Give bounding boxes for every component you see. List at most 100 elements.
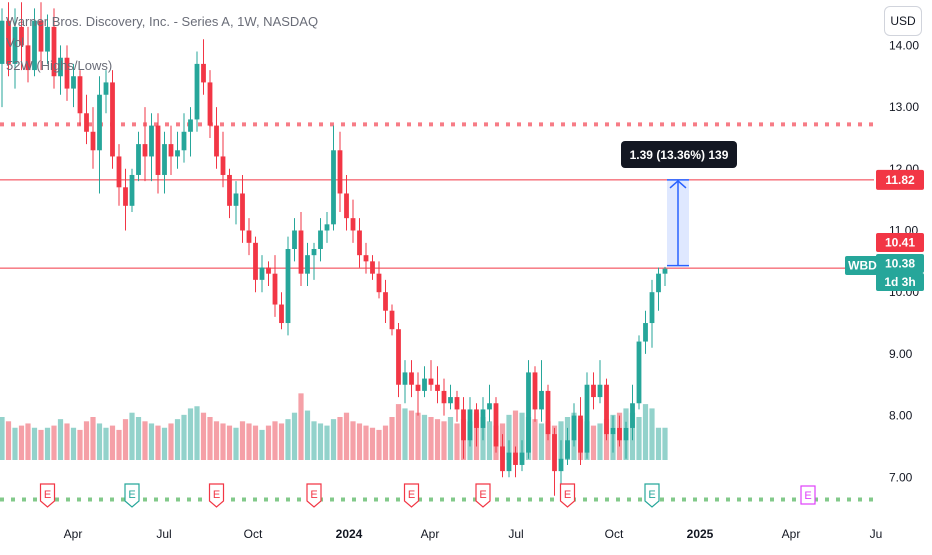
earnings-marker[interactable] xyxy=(559,483,576,508)
volume-indicator-label[interactable]: Vol xyxy=(6,35,24,50)
volume-bar xyxy=(350,421,356,460)
time-tick-label: Jul xyxy=(508,527,523,541)
earnings-marker[interactable] xyxy=(403,483,420,508)
volume-bar xyxy=(207,417,213,460)
candle-body xyxy=(272,273,278,305)
earnings-marker-label: E xyxy=(479,489,486,501)
candle-body xyxy=(649,292,655,324)
volume-bar xyxy=(649,408,655,460)
candle-body xyxy=(630,403,635,428)
candle-body xyxy=(194,63,200,120)
candle-body xyxy=(266,267,271,274)
candle-body xyxy=(181,131,187,151)
volume-bar xyxy=(317,423,324,460)
volume-bar xyxy=(239,421,246,460)
earnings-marker[interactable] xyxy=(644,483,660,508)
price-tick-label: 9.00 xyxy=(889,347,913,361)
time-tick-label: Oct xyxy=(244,527,263,541)
highs-lows-indicator-label[interactable]: 52W (Highs/Lows) xyxy=(6,58,112,73)
volume-bar xyxy=(96,423,103,460)
earnings-marker[interactable] xyxy=(208,483,225,508)
candle-body xyxy=(58,57,63,77)
candle-body xyxy=(12,26,18,64)
volume-bar xyxy=(506,414,512,460)
candle-body xyxy=(110,82,115,157)
candle-body xyxy=(207,82,213,126)
candle-body xyxy=(389,310,395,330)
candle-body xyxy=(623,427,629,441)
volume-bar xyxy=(25,423,31,460)
time-tick-label: 2024 xyxy=(336,527,363,541)
earnings-marker-label: E xyxy=(128,489,135,501)
candle-body xyxy=(604,384,609,435)
volume-bar xyxy=(278,423,285,460)
candle-body xyxy=(19,26,24,46)
volume-bar xyxy=(356,423,363,460)
time-tick-label: Oct xyxy=(605,527,624,541)
volume-bar xyxy=(395,404,402,460)
volume-bar xyxy=(330,419,337,460)
candle-body xyxy=(571,415,577,441)
volume-bar xyxy=(252,425,259,460)
candle-body xyxy=(32,20,37,71)
candle-body xyxy=(214,125,219,157)
candle-body xyxy=(324,224,330,231)
volume-bar xyxy=(259,429,265,460)
candle-body xyxy=(461,409,466,441)
volume-bar xyxy=(161,427,168,460)
volume-bar xyxy=(311,421,317,460)
earnings-marker-label: E xyxy=(564,489,571,501)
candle-body xyxy=(454,397,460,410)
volume-bar xyxy=(590,425,597,460)
candle-body xyxy=(584,384,590,453)
price-tag-11-82 xyxy=(876,169,924,190)
time-axis: Apr Jul Oct 2024 Apr Jul Oct 2025 Apr Ju xyxy=(0,515,932,550)
volume-bar xyxy=(519,412,525,460)
volume-bar xyxy=(83,421,90,460)
candle-body xyxy=(175,150,180,157)
candle-body xyxy=(129,174,135,206)
candle-body xyxy=(123,187,128,206)
volume-bar xyxy=(38,429,44,460)
measure-arrow-head xyxy=(669,179,687,189)
volume-bar xyxy=(122,419,129,460)
currency-button[interactable]: USD xyxy=(884,6,922,36)
earnings-marker[interactable] xyxy=(306,483,322,508)
candle-body xyxy=(220,156,226,175)
volume-bar xyxy=(265,425,272,460)
volume-bar xyxy=(538,423,545,460)
candle-body xyxy=(292,230,297,250)
candle-body xyxy=(253,242,258,280)
volume-bar xyxy=(545,421,551,460)
candle-body xyxy=(305,255,310,274)
price-tick-label: 8.00 xyxy=(889,409,913,423)
volume-bar xyxy=(64,423,70,460)
candle-body xyxy=(578,415,583,453)
volume-bar xyxy=(168,423,174,460)
volume-bar xyxy=(298,393,304,460)
price-tick-label: 13.00 xyxy=(889,100,919,114)
candle-body xyxy=(201,63,206,83)
volume-bar xyxy=(376,429,382,460)
earnings-marker[interactable] xyxy=(475,483,491,508)
candle-body xyxy=(428,378,434,385)
volume-bar xyxy=(226,425,233,460)
future-earnings-marker[interactable] xyxy=(800,485,816,505)
candle-body xyxy=(25,45,31,71)
earnings-marker[interactable] xyxy=(39,483,56,508)
candle-body xyxy=(558,458,564,472)
candle-body xyxy=(409,372,414,385)
candle-body xyxy=(396,329,401,385)
time-axis-background xyxy=(0,515,932,550)
volume-bar xyxy=(135,417,142,460)
candle-body xyxy=(97,94,102,151)
volume-bar xyxy=(70,427,77,460)
candle-body xyxy=(656,273,661,293)
candle-body xyxy=(636,341,642,404)
time-tick-label: Ju xyxy=(870,527,883,541)
candle-body xyxy=(149,125,154,157)
earnings-marker[interactable] xyxy=(124,483,140,508)
measure-label: 1.39 (13.36%) 139 xyxy=(630,148,729,162)
